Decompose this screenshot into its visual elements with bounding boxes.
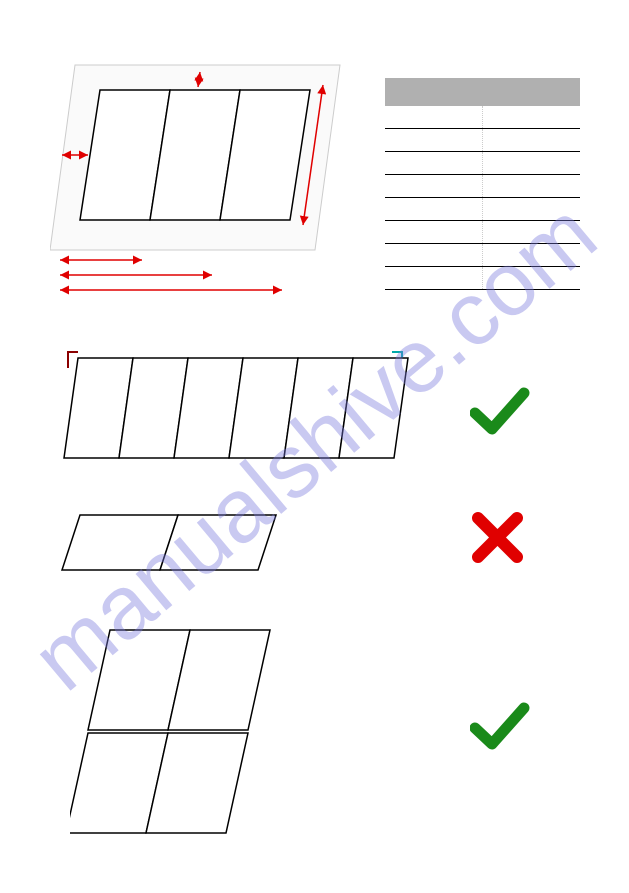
table-cell <box>483 175 580 197</box>
table-header-cell <box>385 78 483 106</box>
check-icon <box>470 700 530 755</box>
table-cell <box>385 106 483 128</box>
config-row-1 <box>60 350 420 465</box>
table-cell <box>385 152 483 174</box>
table-row <box>385 175 580 198</box>
table-cell <box>385 244 483 266</box>
config-row-2-svg <box>60 510 290 580</box>
table-header <box>385 78 580 106</box>
cross-icon <box>470 510 525 565</box>
check-mark-2 <box>470 700 530 755</box>
table-cell <box>385 175 483 197</box>
table-row <box>385 129 580 152</box>
config-row-3 <box>70 625 280 845</box>
table-cell <box>483 152 580 174</box>
table-cell <box>385 129 483 151</box>
config-row-1-svg <box>60 350 420 465</box>
table-cell <box>483 129 580 151</box>
table-row <box>385 106 580 129</box>
table-cell <box>483 198 580 220</box>
table-cell <box>385 267 483 289</box>
table-cell <box>483 244 580 266</box>
table-row <box>385 152 580 175</box>
table-row <box>385 221 580 244</box>
table-row <box>385 244 580 267</box>
check-mark-1 <box>470 385 530 440</box>
table-row <box>385 198 580 221</box>
dimension-diagram-svg <box>50 60 360 305</box>
table-cell <box>483 106 580 128</box>
check-icon <box>470 385 530 440</box>
table-row <box>385 267 580 290</box>
table-cell <box>385 221 483 243</box>
config-row-2 <box>60 510 290 580</box>
config-row-3-svg <box>70 625 280 845</box>
table-cell <box>483 267 580 289</box>
table-cell <box>483 221 580 243</box>
dimension-diagram <box>50 60 360 305</box>
cross-mark <box>470 510 525 565</box>
table-header-cell <box>483 78 581 106</box>
dimension-table <box>385 78 580 290</box>
table-cell <box>385 198 483 220</box>
